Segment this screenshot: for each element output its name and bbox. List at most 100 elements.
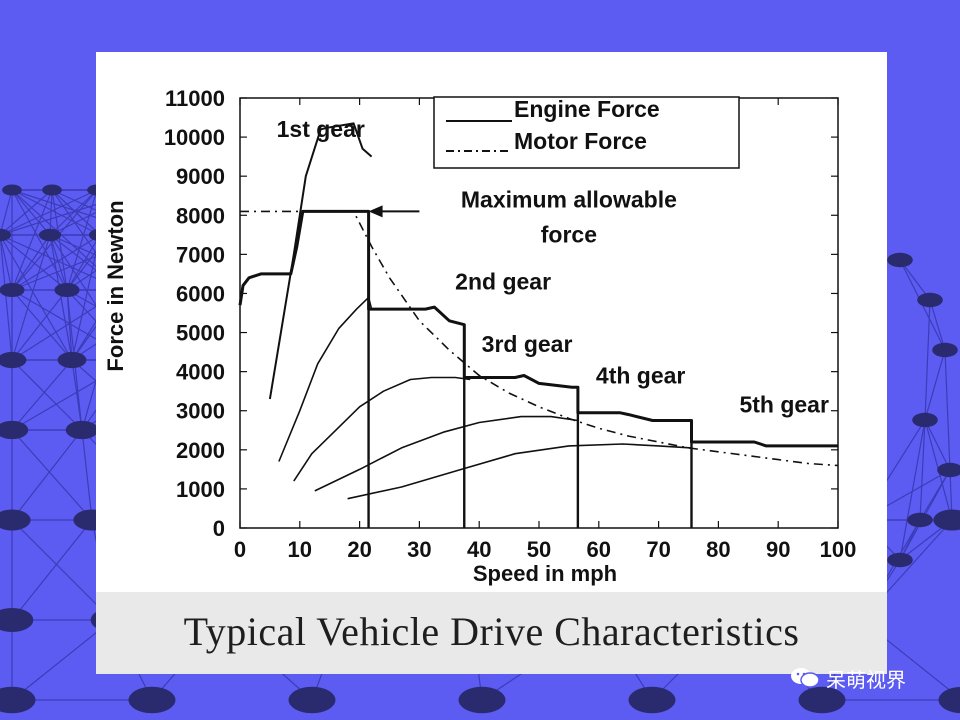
pattern-line	[71, 359, 83, 431]
pattern-dot	[57, 351, 87, 369]
pattern-line	[11, 359, 73, 431]
y-tick-label: 8000	[176, 203, 225, 228]
pattern-line	[899, 419, 926, 561]
x-tick-label: 40	[467, 537, 491, 562]
y-tick-label: 7000	[176, 242, 225, 267]
pattern-line	[0, 189, 98, 236]
pattern-line	[924, 299, 931, 421]
series-line-4	[347, 443, 692, 500]
pattern-line	[49, 234, 68, 291]
annotation-label: 2nd gear	[455, 269, 551, 295]
pattern-line	[11, 289, 73, 361]
pattern-dot	[0, 686, 36, 714]
caption-band	[96, 592, 887, 674]
legend-box	[433, 96, 740, 169]
pattern-line	[66, 189, 98, 291]
watermark: 呆萌视界	[790, 660, 906, 696]
x-tick-label: 60	[587, 537, 611, 562]
pattern-line	[11, 234, 51, 361]
pattern-dot	[938, 686, 960, 714]
pattern-line	[11, 359, 83, 431]
pattern-line	[929, 299, 946, 351]
pattern-dot	[0, 282, 25, 298]
legend: Engine Force Motor Force	[433, 96, 740, 169]
x-tick-label: 20	[347, 537, 371, 562]
pattern-line	[924, 349, 946, 421]
x-tick-label: 0	[234, 537, 246, 562]
series-line-6	[240, 210, 839, 467]
annotation-label: 5th gear	[739, 392, 829, 418]
x-tick-label: 90	[766, 537, 790, 562]
series-line-0	[268, 122, 373, 400]
pattern-dot	[907, 512, 933, 528]
y-tick-label: 10000	[164, 125, 225, 150]
y-axis-label: Force in Newton	[103, 200, 128, 371]
y-tick-label: 3000	[176, 399, 225, 424]
y-tick-label: 0	[213, 516, 225, 541]
pattern-dot	[933, 509, 960, 531]
y-tick-label: 9000	[176, 164, 225, 189]
pattern-dot	[932, 342, 958, 358]
annotation-label: 1st gear	[277, 116, 365, 142]
y-tick-label: 1000	[176, 477, 225, 502]
pattern-line	[11, 234, 51, 291]
pattern-line	[11, 519, 113, 621]
pattern-line	[71, 234, 101, 361]
x-axis-label: Speed in mph	[473, 561, 617, 586]
y-tick-label: 6000	[176, 281, 225, 306]
x-tick-label: 70	[646, 537, 670, 562]
pattern-dot	[65, 420, 99, 440]
pattern-dot	[128, 686, 176, 714]
pattern-line	[11, 289, 68, 361]
annotations: 1st gear Maximum allowable force 2nd gear 3r…	[277, 116, 829, 418]
y-tick-label: 2000	[176, 438, 225, 463]
y-tick-labels: 0 1000 2000 3000 4000 5000 6000 7000 8000 9000 100…	[164, 86, 225, 541]
pattern-line	[11, 429, 83, 521]
pattern-line	[49, 189, 53, 236]
series-line-5	[238, 209, 838, 448]
pattern-line	[924, 419, 951, 471]
series-line-1	[278, 296, 373, 462]
watermark-text: 呆萌视界	[826, 669, 906, 692]
pattern-dot	[0, 608, 34, 632]
pattern-line	[944, 349, 951, 471]
pattern-dot	[912, 412, 938, 428]
pattern-line	[0, 234, 13, 291]
pattern-line	[0, 234, 68, 291]
pattern-line	[11, 189, 53, 291]
pattern-line	[51, 189, 101, 236]
series-layer	[238, 122, 839, 528]
pattern-dot	[2, 184, 22, 196]
pattern-dot	[0, 351, 27, 369]
pattern-dot	[458, 686, 506, 714]
y-tick-label: 5000	[176, 321, 225, 346]
pattern-line	[11, 189, 68, 291]
series-line-2	[293, 376, 471, 482]
pattern-dot	[937, 462, 960, 478]
pattern-line	[899, 259, 931, 301]
pattern-line	[0, 189, 13, 236]
arrow-head	[368, 205, 383, 218]
pattern-line	[11, 234, 101, 291]
pattern-dot	[887, 552, 913, 568]
legend-label-engine: Engine Force	[514, 96, 660, 122]
pattern-dot	[0, 228, 12, 242]
slide-caption: Typical Vehicle Drive Characteristics	[183, 609, 800, 654]
annotation-label: force	[541, 222, 597, 248]
pattern-dot	[917, 292, 943, 308]
pattern-dot	[628, 686, 676, 714]
pattern-line	[11, 189, 51, 236]
x-tick-labels: 0 10 20 30 40 50 60 70 80 90 100	[234, 537, 856, 562]
x-tick-label: 10	[288, 537, 312, 562]
max-force-arrow	[368, 205, 420, 218]
pattern-dot	[0, 509, 31, 531]
x-tick-label: 100	[820, 537, 857, 562]
series-line-3	[314, 415, 579, 492]
pattern-dot	[54, 282, 80, 298]
pattern-line	[11, 519, 93, 621]
pattern-line	[0, 189, 53, 236]
pattern-dot	[38, 228, 62, 242]
x-tick-label: 30	[407, 537, 431, 562]
wechat-icon	[790, 666, 820, 690]
